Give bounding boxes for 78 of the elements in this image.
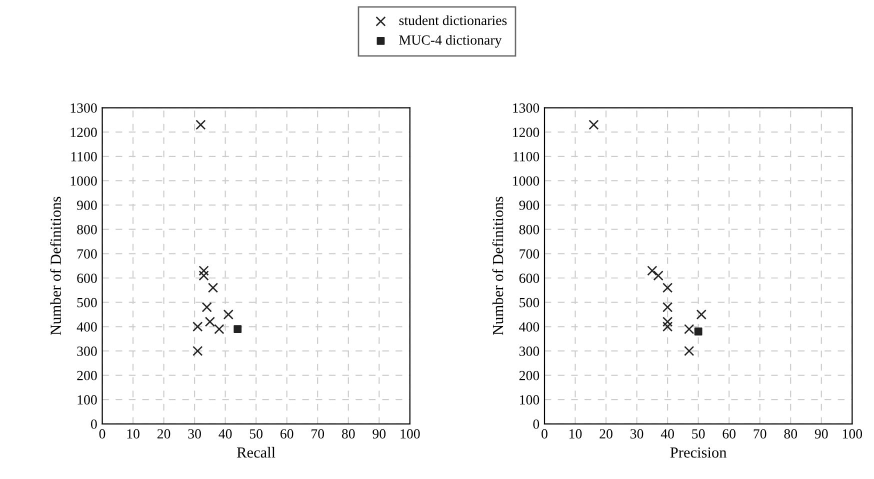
- x-axis-title: Recall: [237, 446, 276, 458]
- x-tick-label: 100: [400, 429, 420, 439]
- y-tick-label: 200: [519, 370, 540, 380]
- x-tick-label: 50: [692, 429, 705, 439]
- y-tick-label: 900: [519, 200, 540, 210]
- point: [192, 346, 203, 356]
- point: [208, 282, 218, 293]
- y-tick-label: 900: [77, 200, 97, 210]
- y-tick-label: 0: [533, 420, 540, 429]
- x-tick-label: 80: [342, 429, 355, 439]
- legend-label: MUC-4 dictionary: [399, 34, 502, 48]
- point: [662, 282, 673, 293]
- y-tick-label: 100: [520, 395, 540, 405]
- point: [662, 322, 673, 332]
- y-tick-label: 500: [520, 298, 540, 308]
- y-tick-label: 600: [519, 274, 540, 283]
- point: [223, 309, 234, 320]
- x-tick-label: 100: [842, 429, 862, 439]
- x-tick-label: 60: [722, 429, 736, 439]
- y-tick-label: 1000: [513, 176, 540, 186]
- point: [662, 302, 673, 312]
- x-tick-label: 50: [250, 429, 262, 439]
- point: [214, 324, 224, 334]
- x-tick-label: 30: [630, 429, 644, 439]
- point: [647, 266, 658, 276]
- x-tick-label: 70: [754, 429, 766, 439]
- y-tick-label: 500: [77, 298, 97, 308]
- y-tick-label: 800: [77, 224, 97, 234]
- point: [202, 302, 212, 312]
- point: [234, 325, 242, 334]
- y-tick-label: 0: [90, 420, 97, 429]
- y-tick-label: 400: [519, 322, 540, 332]
- point: [696, 309, 706, 320]
- y-tick-label: 1300: [70, 103, 97, 113]
- y-tick-label: 1100: [71, 152, 97, 162]
- x-tick-label: 90: [814, 429, 828, 439]
- point: [204, 316, 216, 327]
- x-tick-label: 30: [188, 429, 201, 439]
- y-tick-label: 300: [77, 346, 97, 356]
- point: [694, 328, 702, 336]
- y-tick-label: 700: [77, 249, 97, 259]
- x-tick-label: 70: [312, 429, 324, 439]
- y-tick-label: 1100: [514, 152, 540, 162]
- y-tick-label: 1200: [70, 128, 97, 138]
- x-tick-label: 20: [157, 429, 170, 439]
- point: [684, 324, 694, 334]
- y-tick-label: 400: [76, 322, 97, 332]
- x-axis-title: Precision: [670, 447, 727, 458]
- x-tick-label: 20: [600, 429, 612, 439]
- y-tick-label: 800: [519, 224, 540, 234]
- point: [192, 322, 203, 332]
- x-tick-label: 90: [372, 429, 386, 439]
- y-tick-label: 100: [78, 395, 97, 405]
- x-tick-label: 60: [280, 429, 294, 439]
- point: [198, 270, 209, 281]
- legend-label: student dictionaries: [399, 15, 507, 26]
- y-axis-title: Number of Definitions: [492, 196, 504, 335]
- point: [198, 266, 209, 276]
- point: [588, 120, 599, 130]
- y-tick-label: 1200: [513, 128, 540, 138]
- y-tick-label: 300: [519, 346, 540, 356]
- x-tick-label: 10: [570, 429, 582, 439]
- point: [653, 270, 664, 281]
- y-axis-title: Number of Definitions: [50, 196, 61, 335]
- x-tick-label: 40: [218, 429, 232, 439]
- y-tick-label: 1300: [513, 103, 540, 113]
- point: [662, 316, 673, 327]
- x-tick-label: 0: [99, 429, 106, 439]
- y-tick-label: 200: [77, 370, 97, 380]
- y-tick-label: 1000: [70, 176, 97, 186]
- x-tick-label: 0: [542, 429, 548, 439]
- x-tick-label: 40: [660, 429, 674, 439]
- x-tick-label: 10: [127, 429, 140, 439]
- x-tick-label: 80: [784, 429, 798, 439]
- y-tick-label: 600: [77, 274, 97, 283]
- point: [684, 346, 694, 356]
- y-tick-label: 700: [520, 249, 540, 259]
- point: [196, 120, 206, 130]
